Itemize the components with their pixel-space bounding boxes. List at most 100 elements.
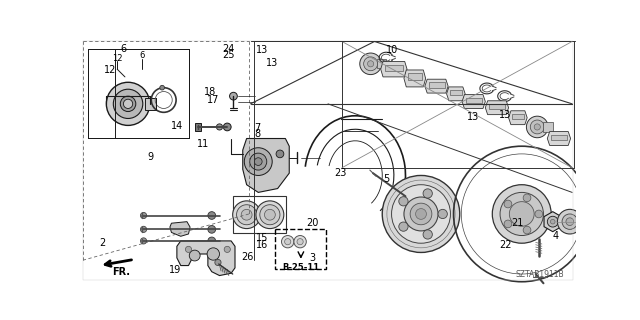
Bar: [145, 98, 156, 110]
Text: 19: 19: [169, 265, 181, 275]
Circle shape: [523, 194, 531, 202]
Text: 21: 21: [511, 218, 524, 228]
Text: 15: 15: [257, 233, 269, 243]
Circle shape: [140, 226, 147, 232]
Bar: [466, 98, 482, 103]
Polygon shape: [425, 79, 448, 93]
Polygon shape: [404, 70, 426, 87]
Circle shape: [526, 116, 548, 138]
Circle shape: [423, 189, 433, 198]
Bar: [429, 82, 445, 88]
Circle shape: [237, 205, 257, 225]
Text: 3: 3: [309, 253, 315, 263]
Circle shape: [404, 197, 438, 231]
Circle shape: [208, 212, 216, 219]
Text: 11: 11: [197, 139, 209, 149]
Text: 18: 18: [204, 87, 216, 97]
Circle shape: [410, 203, 432, 225]
Text: 23: 23: [334, 168, 347, 178]
Text: 9: 9: [148, 152, 154, 162]
Polygon shape: [381, 61, 407, 77]
Circle shape: [399, 197, 408, 206]
Circle shape: [562, 214, 577, 229]
Circle shape: [294, 236, 307, 248]
Circle shape: [276, 150, 284, 158]
Bar: [88, 49, 189, 138]
Circle shape: [509, 202, 534, 226]
Bar: [489, 104, 506, 109]
Text: 13: 13: [266, 58, 278, 68]
Text: B-25-11: B-25-11: [282, 263, 319, 272]
Bar: [275, 229, 326, 269]
Text: SZTAB1911B: SZTAB1911B: [516, 270, 564, 279]
Text: 16: 16: [257, 240, 269, 250]
Circle shape: [207, 248, 220, 260]
Circle shape: [224, 246, 230, 252]
Text: 8: 8: [255, 130, 260, 140]
Circle shape: [492, 185, 551, 243]
Circle shape: [367, 61, 374, 67]
Circle shape: [215, 260, 221, 266]
Circle shape: [113, 89, 143, 118]
Text: 13: 13: [467, 112, 479, 122]
Circle shape: [189, 250, 200, 261]
Circle shape: [216, 124, 223, 130]
Circle shape: [260, 205, 280, 225]
Text: 14: 14: [171, 121, 183, 131]
Text: 20: 20: [306, 218, 318, 228]
Bar: [195, 123, 201, 131]
Bar: [551, 135, 568, 140]
Circle shape: [254, 158, 262, 165]
Polygon shape: [544, 212, 561, 232]
Text: 26: 26: [241, 252, 254, 262]
Circle shape: [160, 85, 164, 90]
Circle shape: [392, 185, 451, 243]
Circle shape: [223, 123, 231, 131]
Text: 13: 13: [499, 110, 512, 120]
Text: 13: 13: [257, 45, 269, 55]
Circle shape: [415, 209, 426, 219]
Circle shape: [140, 238, 147, 244]
Polygon shape: [485, 101, 509, 115]
Polygon shape: [462, 95, 485, 108]
Circle shape: [382, 175, 460, 252]
Text: 12: 12: [112, 54, 122, 63]
Polygon shape: [509, 111, 527, 124]
Polygon shape: [243, 139, 289, 192]
Circle shape: [423, 230, 433, 239]
Text: 12: 12: [104, 65, 116, 75]
Circle shape: [241, 209, 252, 220]
Circle shape: [557, 209, 582, 234]
Bar: [234, 196, 286, 233]
Circle shape: [208, 237, 216, 245]
Text: 17: 17: [207, 94, 219, 105]
Circle shape: [547, 216, 558, 227]
Circle shape: [364, 57, 378, 71]
Polygon shape: [170, 222, 190, 236]
Circle shape: [504, 200, 512, 208]
Circle shape: [282, 236, 294, 248]
Text: 10: 10: [387, 45, 399, 55]
Circle shape: [264, 209, 275, 220]
Bar: [543, 122, 553, 132]
Circle shape: [230, 92, 237, 100]
Circle shape: [120, 96, 136, 112]
Bar: [513, 114, 524, 119]
Bar: [377, 59, 386, 68]
Circle shape: [566, 218, 573, 226]
Circle shape: [244, 148, 272, 175]
Text: 7: 7: [255, 123, 260, 133]
Circle shape: [438, 209, 447, 219]
Circle shape: [399, 222, 408, 231]
Circle shape: [106, 82, 150, 125]
Text: 24: 24: [223, 44, 235, 54]
Circle shape: [297, 239, 303, 245]
Circle shape: [550, 219, 555, 224]
Text: 6: 6: [120, 44, 127, 54]
Circle shape: [360, 53, 381, 75]
Text: 6: 6: [140, 51, 145, 60]
Text: 22: 22: [499, 240, 512, 250]
Circle shape: [208, 226, 216, 233]
Text: 2: 2: [100, 238, 106, 248]
Circle shape: [531, 120, 544, 134]
